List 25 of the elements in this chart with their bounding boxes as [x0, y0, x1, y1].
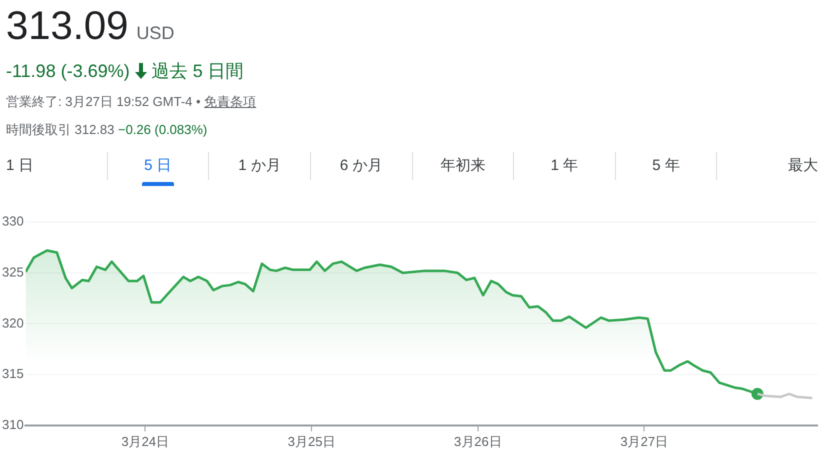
- text: 1 年: [513, 152, 615, 180]
- text: 1 日: [5, 156, 35, 176]
- y-tick-label: 310: [2, 416, 24, 432]
- text: 時間後取引 312.83: [6, 122, 114, 137]
- text: 過去 5 日間: [152, 60, 244, 83]
- text: 免責条項: [204, 94, 256, 109]
- x-tick-label: 3月24日: [121, 434, 170, 449]
- y-tick-label: 325: [2, 264, 24, 280]
- text: 6 か月: [310, 152, 412, 180]
- text: 5 日: [106, 152, 208, 180]
- text: −0.26 (0.083%): [118, 122, 208, 137]
- x-tick-label: 3月25日: [288, 434, 336, 449]
- text: 年初来: [412, 152, 514, 180]
- text: 営業終了: 3月27日 19:52 GMT-4 •: [6, 94, 201, 109]
- y-tick-label: 330: [2, 214, 24, 229]
- text: 1 か月: [208, 152, 310, 180]
- text: 最大: [716, 152, 824, 180]
- y-tick-label: 315: [2, 366, 24, 382]
- chart-title: 313.09: [6, 4, 128, 48]
- y-tick-label: 320: [2, 315, 24, 330]
- x-tick-label: 3月26日: [454, 434, 502, 449]
- text: 5 年: [614, 152, 716, 180]
- text: USD: [136, 23, 174, 43]
- x-tick-label: 3月27日: [620, 434, 668, 449]
- text: -11.98 (-3.69%): [6, 60, 130, 82]
